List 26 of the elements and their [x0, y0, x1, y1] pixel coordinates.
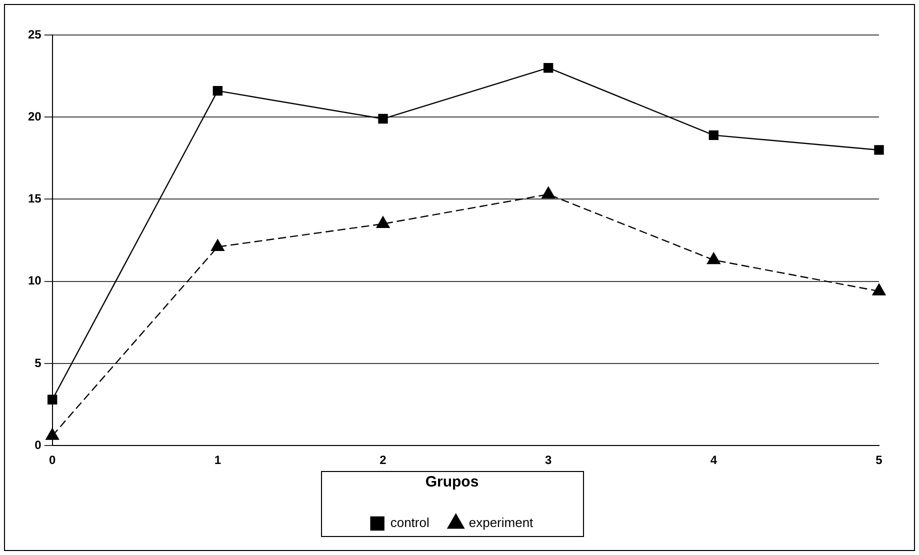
x-tick-label: 4	[710, 453, 718, 468]
legend-label: experiment	[468, 515, 534, 530]
point	[874, 145, 884, 155]
legend-label: control	[390, 515, 430, 530]
x-tick-label: 0	[49, 453, 56, 468]
y-tick-label: 5	[34, 356, 42, 370]
x-tick-label: 2	[380, 453, 387, 468]
point	[707, 252, 720, 264]
x-tick-label: 3	[544, 453, 552, 468]
y-tick-label: 10	[28, 274, 42, 288]
point	[378, 114, 388, 124]
x-tick-label: 1	[214, 453, 222, 468]
point	[708, 130, 719, 140]
legend-title: Grupos	[425, 474, 479, 491]
point	[872, 284, 886, 296]
y-tick-label: 0	[34, 438, 42, 452]
point	[376, 216, 390, 228]
point	[542, 186, 555, 198]
y-tick-label: 20	[28, 109, 42, 124]
point	[212, 86, 223, 96]
point	[211, 239, 224, 251]
point	[543, 63, 554, 73]
point	[46, 428, 60, 440]
y-tick-label: 15	[28, 192, 42, 206]
y-tick-label: 25	[28, 27, 42, 42]
x-tick-label: 5	[876, 453, 883, 468]
